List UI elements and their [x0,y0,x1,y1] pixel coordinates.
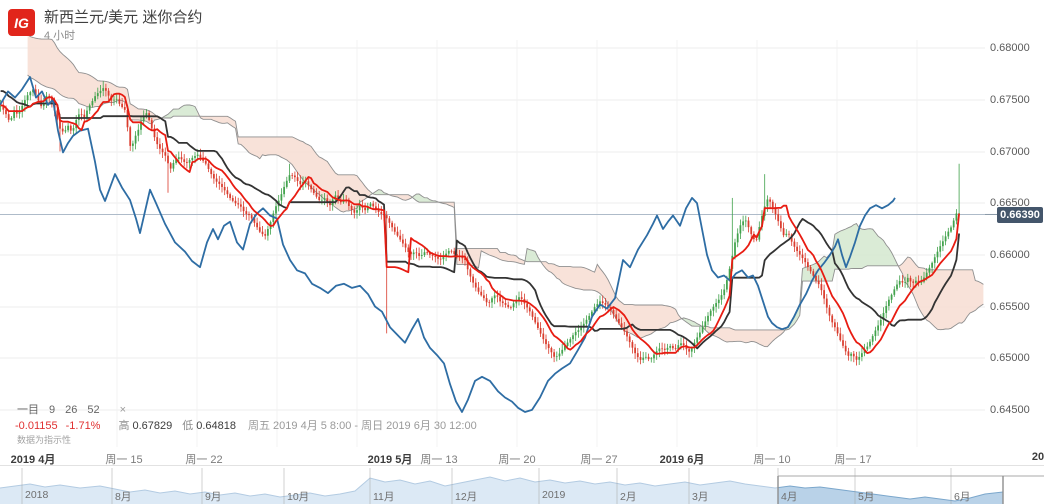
navigator-month-label: 2018 [25,489,49,501]
indicative-data-note: 数据为指示性 [17,435,72,445]
candlesticks [0,81,960,366]
x-axis-label: 周一 13 [420,454,458,466]
low-label: 低 [182,420,194,432]
current-price-badge: 0.66390 [997,207,1043,223]
indicator-param: 26 [65,404,78,416]
x-axis-label: 2019 4月 [10,454,56,466]
x-axis-label: 周一 27 [580,454,618,466]
navigator-month-label: 9月 [205,491,222,503]
remove-indicator-button[interactable]: × [119,404,127,416]
kijun-line [0,90,960,350]
low-value: 0.64818 [196,420,236,432]
x-axis-label: 周一 15 [105,454,143,466]
change-percent: -1.71% [65,420,101,432]
x-axis-label: 20 [1031,451,1044,463]
navigator-month-label: 8月 [115,491,132,503]
navigator-month-label: 4月 [781,491,798,503]
y-axis-label: 0.65000 [990,352,1030,364]
indicator-param: 9 [49,404,56,416]
x-axis-label: 周一 10 [753,454,791,466]
high-value: 0.67829 [132,420,173,432]
y-axis-label: 0.67500 [990,94,1030,106]
chikou-line [0,76,896,413]
y-axis-label: 0.66500 [990,197,1030,209]
date-range: 周五 2019 4月 5 8:00 - 周日 2019 6月 30 12:00 [248,420,477,432]
ig-logo: IG [8,9,35,36]
x-axis-label: 周一 17 [834,454,872,466]
navigator-selected-range [778,486,1003,504]
navigator-month-label: 10月 [287,491,310,503]
navigator-month-label: 5月 [858,491,875,503]
y-axis-label: 0.66000 [990,249,1030,261]
price-chart-canvas[interactable] [0,0,1044,465]
indicator-name: 一目 [17,404,39,416]
navigator-month-label: 3月 [692,491,709,503]
y-axis-label: 0.67000 [990,146,1030,158]
instrument-title: 新西兰元/美元 迷你合约 [44,9,203,26]
navigator-month-label: 2月 [620,491,637,503]
y-axis-label: 0.64500 [990,404,1030,416]
navigator-month-label: 11月 [373,491,395,503]
change-value: -0.01155 [15,420,58,432]
high-label: 高 [118,420,130,432]
stats-bar: -0.01155 -1.71% 高 0.67829 低 0.64818 周五 2019 4月… [15,417,477,433]
y-axis-label: 0.68000 [990,42,1030,54]
indicator-param: 52 [87,404,100,416]
y-axis-label: 0.65500 [990,301,1030,313]
x-axis-label: 周一 20 [498,454,536,466]
range-navigator[interactable] [0,465,1044,504]
navigator-month-label: 12月 [455,491,478,503]
indicator-legend: 一目 9 26 52 × [17,401,126,417]
tenkan-line [0,92,960,355]
timeframe-label: 4 小时 [44,30,76,42]
x-axis: 2019 4月 周一 15 周一 22 2019 5月 周一 13 周一 20 周一 27 2… [0,451,1044,466]
navigator-month-label: 2019 [542,489,566,501]
navigator-month-label: 6月 [954,491,971,503]
x-axis-label: 2019 6月 [659,454,705,466]
x-axis-label: 周一 22 [185,454,223,466]
x-axis-label: 2019 5月 [367,454,413,466]
